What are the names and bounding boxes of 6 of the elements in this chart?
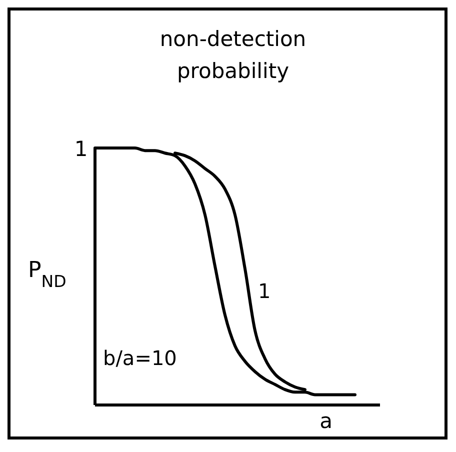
text: 1 — [74, 137, 88, 161]
text: b/a=10 — [103, 346, 177, 370]
x-axis-title: a — [320, 409, 332, 433]
y-axis-title: P$_{ND}$ — [28, 258, 66, 290]
chart-title: non-detection probability — [160, 27, 306, 83]
series-label: 1 — [258, 279, 271, 303]
